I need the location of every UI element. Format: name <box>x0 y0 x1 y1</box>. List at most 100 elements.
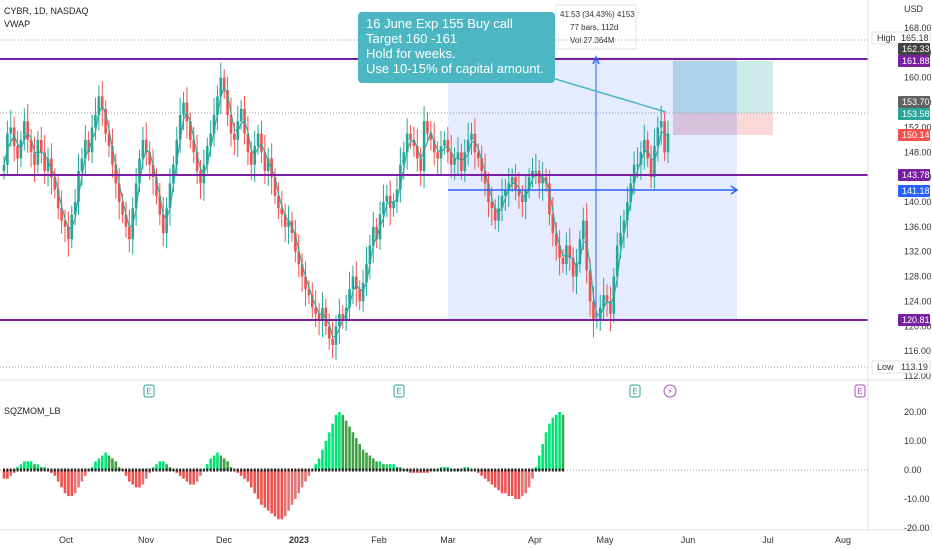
squeeze-dot <box>345 468 348 472</box>
candle <box>490 186 494 226</box>
trade-note-callout[interactable]: 16 June Exp 155 Buy call Target 160 -161… <box>358 12 555 83</box>
candle <box>253 130 256 183</box>
squeeze-dot <box>551 468 554 472</box>
squeeze-dot <box>484 468 487 472</box>
squeeze-dot <box>189 468 192 472</box>
candle <box>205 137 209 174</box>
momentum-bar <box>185 470 189 482</box>
squeeze-dot <box>87 468 90 472</box>
squeeze-dot <box>141 468 144 472</box>
squeeze-dot <box>450 468 453 472</box>
squeeze-dot <box>60 468 63 472</box>
momentum-bar <box>29 461 33 470</box>
squeeze-dot <box>531 468 534 472</box>
momentum-bar <box>504 470 507 494</box>
candle <box>504 178 507 212</box>
vwap-line <box>3 86 669 338</box>
squeeze-dot <box>209 468 212 472</box>
candle <box>128 209 131 253</box>
momentum-bar <box>273 470 277 517</box>
candle <box>497 195 500 232</box>
squeeze-dot <box>267 468 270 472</box>
squeeze-dot <box>402 468 405 472</box>
squeeze-dot <box>36 468 39 472</box>
momentum-bar <box>138 470 141 488</box>
squeeze-dot <box>311 468 314 472</box>
squeeze-dot <box>477 468 480 472</box>
price-tick-label: 128.00 <box>904 272 932 282</box>
momentum-bar <box>517 470 521 499</box>
momentum-bar <box>561 414 565 470</box>
squeeze-dot <box>219 468 222 472</box>
candle <box>226 77 229 126</box>
candle <box>429 120 433 151</box>
squeeze-dot <box>277 468 280 472</box>
momentum-bar <box>104 452 107 470</box>
candle <box>663 112 666 161</box>
future-earnings-marker[interactable]: E <box>854 384 866 398</box>
momentum-bar <box>331 423 334 470</box>
position-target-zone[interactable] <box>673 61 773 113</box>
price-tag-box <box>898 108 930 120</box>
squeeze-dot <box>223 468 226 472</box>
squeeze-dot <box>463 468 466 472</box>
position-stop-zone[interactable] <box>673 113 773 135</box>
squeeze-dot <box>270 468 273 472</box>
squeeze-dot <box>392 468 395 472</box>
momentum-bar <box>141 470 145 485</box>
position-overlap <box>673 61 737 135</box>
squeeze-dot <box>97 468 100 472</box>
candle <box>412 126 416 157</box>
momentum-bar <box>155 464 158 470</box>
squeeze-dot <box>355 468 358 472</box>
squeeze-dot <box>453 468 456 472</box>
momentum-bar <box>355 438 358 470</box>
candle <box>43 134 46 184</box>
event-markers[interactable]: E E E E ⚡ <box>143 384 866 398</box>
candle <box>405 118 409 170</box>
candle <box>544 168 548 193</box>
squeeze-dot <box>395 468 398 472</box>
candle <box>409 124 412 149</box>
candle <box>575 248 578 294</box>
earnings-marker[interactable]: E <box>393 384 405 398</box>
momentum-bar <box>361 449 365 470</box>
momentum-bar <box>551 417 555 470</box>
momentum-bar <box>178 470 182 476</box>
momentum-bar <box>287 470 290 511</box>
price-tick-label: 136.00 <box>904 222 932 232</box>
squeeze-dot <box>67 468 70 472</box>
candle <box>111 128 114 178</box>
candle <box>324 298 328 335</box>
time-axis[interactable]: Oct Nov Dec 2023 Feb Mar Apr May Jun Jul Aug <box>59 535 851 545</box>
candle <box>551 197 555 247</box>
candle <box>338 298 341 344</box>
blue-arrow-head <box>730 185 739 195</box>
candle <box>219 62 223 114</box>
candle <box>192 126 196 164</box>
earnings-marker[interactable]: E <box>629 384 641 398</box>
measure-range[interactable] <box>448 57 737 321</box>
squeeze-dot <box>538 468 541 472</box>
candle <box>87 131 90 161</box>
momentum-bar <box>348 426 351 470</box>
momentum-bar <box>250 470 253 488</box>
momentum-bar <box>487 470 490 482</box>
momentum-bar <box>94 461 97 470</box>
note-line-4: Use 10-15% of capital amount. <box>366 61 544 76</box>
candle <box>307 280 311 304</box>
svg-text:⚡: ⚡ <box>667 387 673 396</box>
squeeze-dot <box>185 468 188 472</box>
squeeze-dot <box>426 468 429 472</box>
price-axis[interactable]: 168.00164.00160.00156.00152.00148.00144.… <box>904 23 932 381</box>
price-tag-value: 150.14 <box>902 130 930 140</box>
measure-stat-bars: 77 bars, 112d <box>570 23 618 32</box>
earnings-marker[interactable]: E <box>143 384 155 398</box>
momentum-bar <box>527 470 531 488</box>
time-tick-label: Feb <box>371 535 387 545</box>
momentum-bar <box>243 470 246 479</box>
squeeze-dot <box>314 468 317 472</box>
dividend-marker[interactable]: ⚡ <box>663 384 677 398</box>
candle <box>402 141 406 180</box>
